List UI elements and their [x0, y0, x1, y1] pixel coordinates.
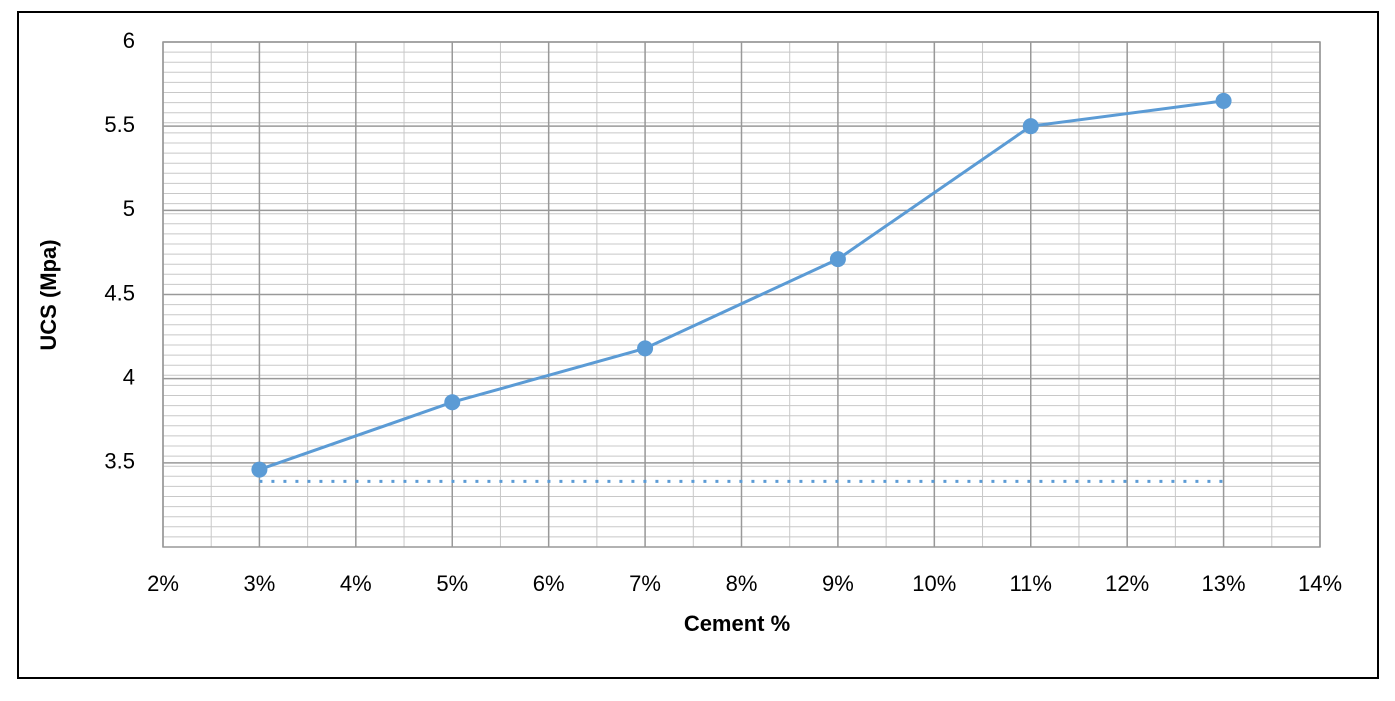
y-tick-label: 5: [123, 196, 135, 221]
x-tick-label: 12%: [1105, 571, 1149, 596]
x-tick-label: 8%: [726, 571, 758, 596]
y-tick-label: 6: [123, 28, 135, 53]
x-tick-label: 4%: [340, 571, 372, 596]
point: [1022, 118, 1039, 135]
x-tick-label: 2%: [147, 571, 179, 596]
x-tick-label: 3%: [244, 571, 276, 596]
x-tick-label: 5%: [436, 571, 468, 596]
series-line: [258, 99, 1224, 471]
point: [637, 340, 654, 357]
x-tick-label: 7%: [629, 571, 661, 596]
point: [1215, 92, 1232, 109]
x-tick-label: 9%: [822, 571, 854, 596]
x-tick-label: 13%: [1202, 571, 1246, 596]
plot-border: [162, 41, 1321, 548]
x-tick-label: 10%: [912, 571, 956, 596]
x-tick-label: 6%: [533, 571, 565, 596]
point: [829, 251, 846, 268]
x-axis-title: Cement %: [684, 611, 790, 636]
point: [444, 394, 461, 411]
y-tick-label: 4.5: [104, 280, 135, 305]
y-tick-label: 4: [123, 364, 135, 389]
x-tick-label: 14%: [1298, 571, 1342, 596]
x-tick-label: 11%: [1010, 571, 1052, 596]
point: [251, 461, 268, 478]
y-tick-label: 3.5: [104, 449, 135, 474]
y-axis-title: UCS (Mpa): [36, 239, 61, 350]
y-tick-label: 5.5: [104, 112, 135, 137]
